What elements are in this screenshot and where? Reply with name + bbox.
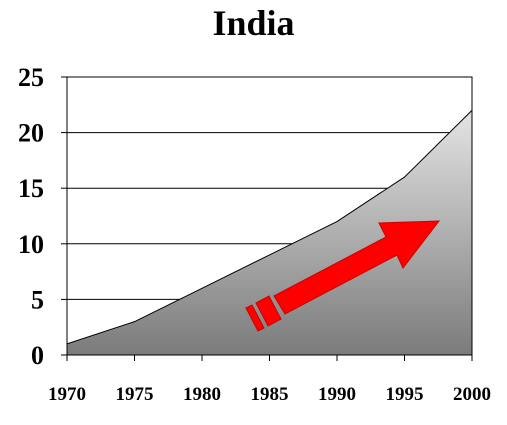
x-tick-label: 2000 [453, 384, 491, 405]
y-tick-label: 15 [18, 174, 44, 203]
x-tick-label: 1990 [318, 384, 356, 405]
x-axis: 1970 1975 1980 1985 1990 1995 2000 [48, 355, 491, 405]
y-axis: 0 5 10 15 20 25 [18, 63, 67, 370]
x-tick-label: 1985 [251, 384, 289, 405]
y-tick-label: 20 [18, 119, 44, 148]
x-tick-label: 1970 [48, 384, 86, 405]
x-tick-label: 1980 [183, 384, 221, 405]
y-tick-label: 25 [18, 63, 44, 92]
y-tick-label: 0 [31, 341, 44, 370]
arrow-dash-1 [255, 295, 282, 327]
chart-title: India [212, 3, 295, 43]
x-tick-label: 1975 [116, 384, 154, 405]
y-tick-label: 10 [18, 230, 44, 259]
y-tick-label: 5 [31, 285, 44, 314]
x-tick-label: 1995 [386, 384, 424, 405]
arrow-dash-2 [245, 304, 265, 332]
arrow-body [273, 220, 441, 315]
upward-trend-arrow-icon [245, 220, 441, 332]
